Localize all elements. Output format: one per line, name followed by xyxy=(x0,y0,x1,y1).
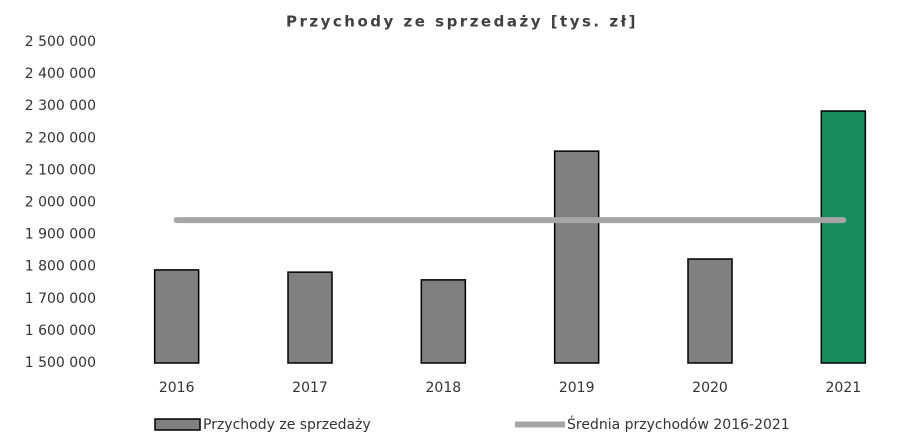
y-tick-label: 2 400 000 xyxy=(25,66,96,82)
legend-label: Przychody ze sprzedaży xyxy=(203,417,371,433)
x-tick-label: 2021 xyxy=(826,380,862,396)
y-tick-label: 2 500 000 xyxy=(25,34,96,50)
legend-swatch xyxy=(154,418,201,431)
bar xyxy=(687,258,733,364)
y-tick-label: 1 500 000 xyxy=(25,355,96,371)
y-tick-label: 2 100 000 xyxy=(25,162,96,178)
x-tick-label: 2016 xyxy=(159,380,195,396)
y-tick-label: 1 900 000 xyxy=(25,227,96,243)
y-tick-label: 1 600 000 xyxy=(25,323,96,339)
x-tick-label: 2018 xyxy=(426,380,462,396)
bar xyxy=(820,110,867,364)
x-tick-label: 2020 xyxy=(692,380,728,396)
x-tick-label: 2017 xyxy=(292,380,328,396)
chart-title: Przychody ze sprzedaży [tys. zł] xyxy=(286,13,638,31)
x-tick-label: 2019 xyxy=(559,380,595,396)
y-tick-label: 2 300 000 xyxy=(25,98,96,114)
y-tick-label: 1 800 000 xyxy=(25,259,96,275)
bar xyxy=(420,279,467,364)
bar xyxy=(287,271,333,364)
legend-label: Średnia przychodów 2016-2021 xyxy=(567,415,790,433)
bar xyxy=(153,269,200,364)
y-tick-label: 2 000 000 xyxy=(25,195,96,211)
y-tick-label: 1 700 000 xyxy=(25,291,96,307)
bar xyxy=(553,150,600,364)
y-tick-label: 2 200 000 xyxy=(25,130,96,146)
